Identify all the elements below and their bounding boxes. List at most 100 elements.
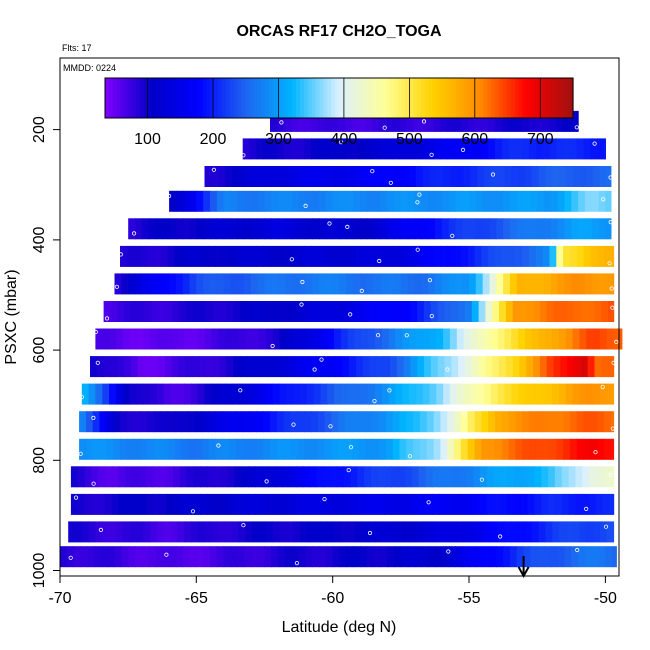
heatmap-cell — [225, 328, 233, 350]
colorbar-cell — [144, 78, 149, 118]
heatmap-cell — [151, 356, 159, 378]
heatmap-cell — [287, 301, 296, 322]
heatmap-cell — [437, 301, 446, 322]
colorbar-cell — [424, 78, 430, 118]
heatmap-cell — [571, 218, 579, 240]
heatmap-cell — [271, 273, 279, 295]
heatmap-cell — [467, 245, 476, 267]
heatmap-cell — [557, 218, 565, 240]
heatmap-cell — [440, 411, 448, 433]
heatmap-cell — [392, 110, 401, 132]
heatmap-cell — [297, 411, 305, 433]
heatmap-cell — [259, 328, 267, 350]
heatmap-cell — [366, 546, 375, 568]
heatmap-cell — [370, 493, 379, 515]
heatmap-cell — [550, 218, 559, 240]
heatmap-cell — [358, 245, 366, 267]
heatmap-band-630 — [90, 356, 616, 378]
sample-marker — [114, 284, 120, 289]
sample-marker — [610, 305, 615, 310]
heatmap-cell — [545, 521, 553, 543]
heatmap-cell — [490, 521, 499, 543]
heatmap-cell — [504, 521, 512, 543]
heatmap-cell — [548, 466, 556, 488]
sample-marker — [211, 167, 216, 172]
heatmap-cell — [88, 383, 96, 405]
heatmap-cell — [373, 546, 381, 568]
heatmap-cell — [257, 546, 266, 568]
heatmap-cell — [469, 273, 477, 295]
heatmap-cell — [290, 110, 298, 132]
x-axis-label: Latitude (deg N) — [282, 619, 397, 636]
heatmap-cell — [351, 245, 360, 267]
heatmap-cell — [606, 521, 615, 543]
colorbar-cell — [518, 78, 523, 118]
heatmap-cell — [376, 301, 384, 322]
heatmap-cell — [488, 110, 496, 132]
colorbar-frame — [104, 77, 574, 119]
heatmap-cell — [514, 493, 522, 515]
colorbar-cell — [261, 78, 266, 118]
heatmap-cell — [479, 466, 488, 488]
heatmap-cell — [422, 383, 431, 405]
sample-marker — [445, 367, 450, 372]
colorbar-cell — [463, 78, 469, 118]
heatmap-cell — [169, 190, 177, 212]
heatmap-cell — [441, 546, 450, 568]
heatmap-cell — [448, 273, 456, 295]
heatmap-cell — [467, 438, 476, 460]
heatmap-cell — [524, 521, 533, 543]
heatmap-cell — [99, 411, 107, 433]
heatmap-band-975 — [60, 546, 617, 568]
heatmap-cell — [300, 521, 308, 543]
colorbar-cell — [534, 78, 539, 118]
heatmap-cell — [212, 356, 221, 378]
heatmap-cell — [193, 493, 201, 515]
heatmap-cell — [260, 356, 268, 378]
heatmap-cell — [230, 190, 238, 212]
heatmap-cell — [556, 438, 564, 460]
date-label: MMDD: 0224 — [63, 63, 116, 73]
sample-marker — [312, 367, 317, 372]
colorbar-cell — [175, 78, 180, 118]
heatmap-cell — [381, 383, 390, 405]
heatmap-cell — [313, 521, 321, 543]
heatmap-cell — [452, 493, 461, 515]
heatmap-cell — [407, 273, 416, 295]
heatmap-cell — [327, 383, 335, 405]
heatmap-cell — [196, 190, 204, 212]
heatmap-cell — [256, 411, 264, 433]
heatmap-cell — [114, 273, 122, 295]
heatmap-cell — [419, 438, 428, 460]
heatmap-cell — [413, 138, 421, 160]
heatmap-cell — [484, 383, 492, 405]
heatmap-cell — [531, 166, 540, 187]
heatmap-cell — [456, 166, 465, 187]
heatmap-cell — [342, 301, 350, 322]
heatmap-cell — [428, 546, 436, 568]
colorbar-cell — [495, 78, 500, 118]
colorbar-cell — [397, 78, 402, 118]
heatmap-cell — [470, 328, 478, 350]
heatmap-cell — [278, 190, 286, 212]
heatmap-cell — [604, 245, 612, 267]
heatmap-cell — [475, 546, 484, 568]
heatmap-cell — [290, 245, 298, 267]
heatmap-cell — [591, 273, 600, 295]
heatmap-band-235 — [241, 138, 606, 160]
heatmap-cell — [109, 521, 117, 543]
heatmap-cell — [447, 110, 455, 132]
colorbar-cell — [479, 78, 484, 118]
heatmap-cell — [460, 110, 469, 132]
sample-marker — [270, 343, 275, 349]
heatmap-cell — [298, 546, 306, 568]
heatmap-cell — [520, 493, 529, 515]
heatmap-cell — [365, 110, 373, 132]
heatmap-cell — [381, 521, 390, 543]
heatmap-cell — [452, 466, 461, 488]
heatmap-cell — [380, 218, 388, 240]
sample-marker — [404, 333, 409, 338]
heatmap-cell — [240, 356, 248, 378]
heatmap-cell — [415, 521, 424, 543]
heatmap-cell — [481, 245, 489, 267]
